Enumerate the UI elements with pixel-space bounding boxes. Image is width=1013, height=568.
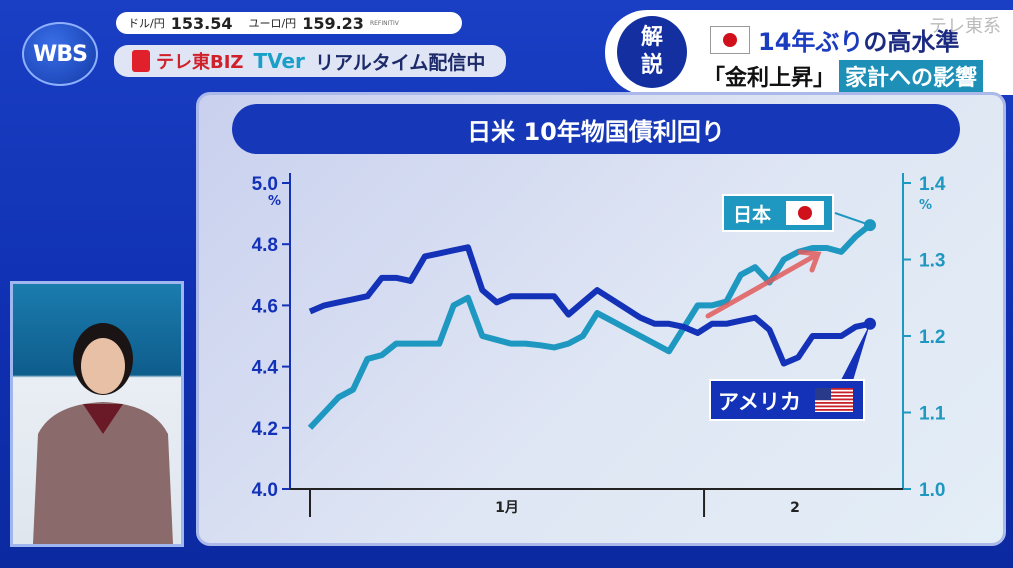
left-tick-label: 4.6 bbox=[252, 296, 278, 317]
badge-top: 解 bbox=[640, 25, 663, 50]
presenter-image bbox=[33, 323, 173, 544]
usd-value: 153.54 bbox=[170, 13, 233, 33]
presenter-video bbox=[10, 281, 184, 547]
japan-label: 日本 bbox=[733, 203, 771, 226]
japan-label-connector bbox=[834, 212, 871, 227]
left-tick-label: 4.2 bbox=[252, 419, 278, 440]
headline-line2: 「金利上昇」 家計への影響 bbox=[703, 60, 984, 92]
right-tick-label: 1.1 bbox=[919, 404, 946, 425]
chart-title: 日米 10年物国債利回り bbox=[232, 104, 960, 154]
us-flag-canton bbox=[815, 388, 831, 400]
x-tick-label: 1月 bbox=[495, 500, 519, 516]
us-label-connector bbox=[840, 323, 870, 384]
explainer-badge: 解 説 bbox=[617, 16, 687, 88]
us-flag-stripe bbox=[815, 388, 853, 390]
us-label: アメリカ bbox=[718, 390, 801, 414]
left-unit: % bbox=[268, 194, 281, 209]
left-tick-label: 4.4 bbox=[252, 358, 279, 379]
us-flag-icon bbox=[815, 388, 853, 412]
us-flag-stripe bbox=[815, 391, 853, 394]
right-tick-label: 1.3 bbox=[919, 251, 945, 272]
left-tick-label: 4.8 bbox=[252, 235, 278, 256]
us-yield-line bbox=[308, 244, 871, 367]
biz-label: テレ東BIZ bbox=[156, 52, 244, 73]
us-flag-stripe bbox=[815, 405, 853, 408]
headline-line1: 14年ぶり の高水準 bbox=[710, 22, 959, 57]
right-tick-label: 1.2 bbox=[919, 327, 945, 348]
right-unit: % bbox=[919, 198, 932, 213]
stream-banner: テレ東BIZ TVer リアルタイム配信中 bbox=[114, 45, 506, 77]
tver-logo: TVer bbox=[253, 49, 305, 73]
x-tick-label: 2 bbox=[790, 500, 800, 516]
eur-value: 159.23 bbox=[302, 13, 364, 33]
headline-line2-box: 家計への影響 bbox=[839, 60, 984, 92]
left-tick-label: 4.0 bbox=[252, 480, 278, 501]
headline-panel: 解 説 14年ぶり の高水準 「金利上昇」 家計への影響 テレ東系 bbox=[605, 10, 1013, 95]
left-tick-label: 5.0 bbox=[252, 174, 278, 195]
usd-label: ドル/円 bbox=[128, 17, 165, 30]
us-flag-stripe bbox=[815, 409, 853, 411]
source-label: REFINITIV bbox=[369, 19, 399, 27]
wbs-logo: WBS bbox=[22, 22, 98, 86]
right-tick-label: 1.4 bbox=[919, 174, 946, 195]
us-flag-stripe bbox=[815, 402, 853, 404]
exchange-rate-ticker: ドル/円 153.54 ユーロ/円 159.23 REFINITIV bbox=[116, 12, 462, 34]
headline-line2-text: 「金利上昇」 bbox=[703, 66, 836, 91]
japan-flag-disc bbox=[798, 206, 812, 220]
japan-flag-icon bbox=[710, 25, 750, 54]
headline-rest: の高水準 bbox=[863, 28, 960, 56]
headline-highlight: 14年ぶり bbox=[758, 28, 864, 56]
trend-arrow bbox=[705, 249, 822, 319]
us-flag-stripe bbox=[815, 395, 853, 397]
badge-bottom: 説 bbox=[640, 53, 663, 78]
eur-label: ユーロ/円 bbox=[248, 17, 297, 30]
japan-yield-line bbox=[307, 222, 872, 430]
right-tick-label: 1.0 bbox=[919, 480, 945, 501]
watermark: テレ東系 bbox=[929, 16, 1001, 37]
us-flag-stripe bbox=[815, 398, 853, 401]
tvtokyo-biz-icon bbox=[132, 50, 150, 72]
stream-text: リアルタイム配信中 bbox=[314, 51, 486, 74]
